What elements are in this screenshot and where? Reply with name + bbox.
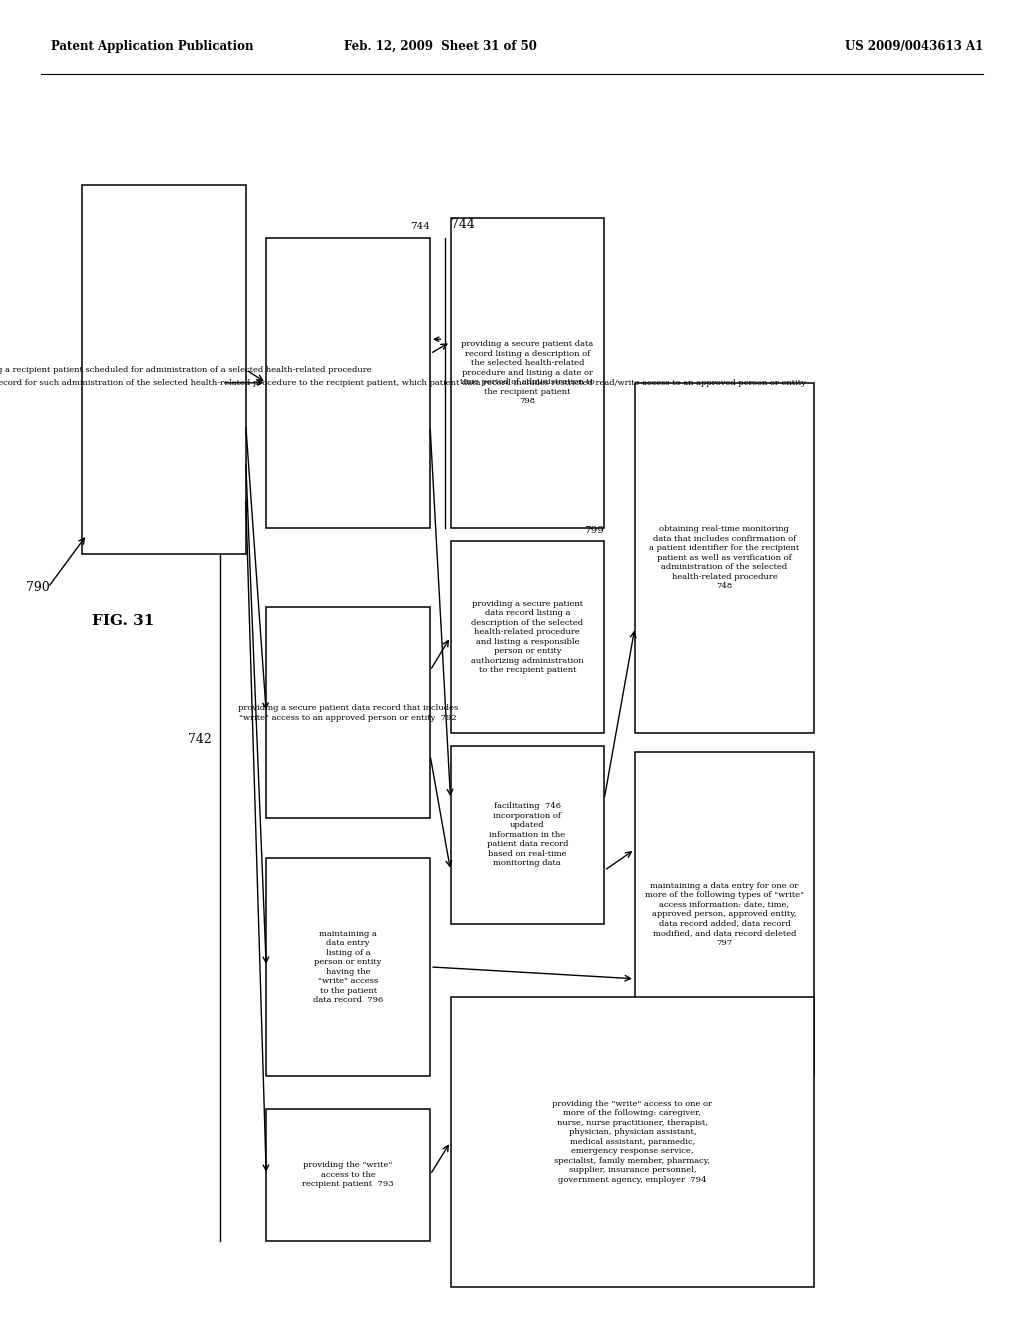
Text: Feb. 12, 2009  Sheet 31 of 50: Feb. 12, 2009 Sheet 31 of 50 bbox=[344, 40, 537, 53]
Bar bbox=[266, 1109, 430, 1241]
Text: 742: 742 bbox=[188, 733, 212, 746]
Bar bbox=[635, 383, 814, 733]
Bar bbox=[82, 185, 246, 554]
Text: maintaining a
data entry
listing of a
person or entity
having the
"write" access: maintaining a data entry listing of a pe… bbox=[313, 929, 383, 1005]
Text: providing a secure patient
data record listing a
description of the selected
hea: providing a secure patient data record l… bbox=[471, 599, 584, 675]
Bar bbox=[451, 218, 604, 528]
Text: 744: 744 bbox=[411, 222, 430, 231]
Text: 744: 744 bbox=[451, 218, 474, 231]
Text: 790: 790 bbox=[26, 581, 49, 594]
Text: providing the "write" access to one or
more of the following: caregiver,
nurse, : providing the "write" access to one or m… bbox=[552, 1100, 713, 1184]
Text: 799: 799 bbox=[585, 525, 604, 535]
Text: maintaining a data entry for one or
more of the following types of "write"
acces: maintaining a data entry for one or more… bbox=[645, 882, 804, 946]
Text: providing a patient data record for such administration of the selected health-r: providing a patient data record for such… bbox=[0, 379, 806, 387]
Text: providing a secure patient data
record listing a description of
the selected hea: providing a secure patient data record l… bbox=[460, 341, 595, 405]
Text: Patent Application Publication: Patent Application Publication bbox=[51, 40, 254, 53]
Text: providing the "write"
access to the
recipient patient  793: providing the "write" access to the reci… bbox=[302, 1162, 394, 1188]
Bar bbox=[266, 238, 430, 528]
Bar bbox=[451, 541, 604, 733]
Text: facilitating  746
incorporation of
updated
information in the
patient data recor: facilitating 746 incorporation of update… bbox=[486, 803, 568, 867]
Bar bbox=[635, 752, 814, 1076]
Text: providing a secure patient data record that includes
"write" access to an approv: providing a secure patient data record t… bbox=[238, 704, 459, 722]
Bar bbox=[266, 858, 430, 1076]
Bar bbox=[451, 746, 604, 924]
Text: US 2009/0043613 A1: US 2009/0043613 A1 bbox=[845, 40, 983, 53]
Bar bbox=[451, 997, 814, 1287]
Bar bbox=[266, 607, 430, 818]
Text: identifying a recipient patient scheduled for administration of a selected healt: identifying a recipient patient schedule… bbox=[0, 366, 371, 374]
Text: obtaining real-time monitoring
data that includes confirmation of
a patient iden: obtaining real-time monitoring data that… bbox=[649, 525, 800, 590]
Text: FIG. 31: FIG. 31 bbox=[92, 614, 155, 628]
